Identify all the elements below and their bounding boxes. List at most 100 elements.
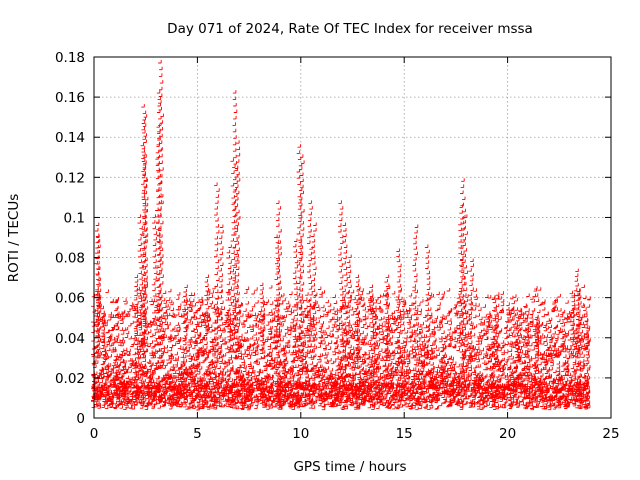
roti-peak-column <box>346 254 353 359</box>
roti-point <box>203 274 210 359</box>
x-tick-label: 10 <box>292 426 309 442</box>
roti-peak-column <box>142 154 149 359</box>
roti-point <box>234 140 241 359</box>
roti-point <box>296 144 303 359</box>
roti-peak-column <box>412 224 419 359</box>
roti-point <box>275 200 282 359</box>
x-tick-label: 25 <box>602 426 619 442</box>
roti-peak-column <box>524 304 530 359</box>
roti-point <box>460 178 466 359</box>
roti-point <box>354 274 360 359</box>
roti-point <box>524 304 530 359</box>
x-tick-label: 15 <box>396 426 413 442</box>
roti-point <box>292 238 299 359</box>
roti-peak-column <box>203 274 210 359</box>
roti-peak-column <box>384 274 390 359</box>
roti-peak-column <box>151 214 158 359</box>
roti-point <box>151 214 158 359</box>
roti-point <box>259 282 265 359</box>
roti-peak-column <box>396 248 402 359</box>
roti-point <box>298 154 305 359</box>
roti-peak-column <box>513 314 520 359</box>
roti-peak-column <box>458 204 464 359</box>
roti-point <box>226 244 233 359</box>
roti-peak-column <box>311 222 317 359</box>
roti-point <box>133 274 139 359</box>
y-tick-label: 0.02 <box>55 371 85 387</box>
roti-peak-column <box>292 238 299 359</box>
roti-peak-column <box>296 144 303 359</box>
roti-peak-column <box>584 318 590 359</box>
roti-peak-column <box>298 154 305 359</box>
roti-point <box>396 248 402 359</box>
y-tick-label: 0.18 <box>55 50 85 66</box>
roti-point <box>100 314 106 359</box>
roti-peak-column <box>137 214 144 359</box>
roti-point <box>137 214 144 359</box>
roti-point <box>158 60 164 359</box>
roti-peak-column <box>460 178 466 359</box>
roti-point <box>569 290 576 359</box>
roti-point <box>468 258 474 359</box>
roti-peak-column <box>342 222 348 359</box>
roti-peak-column <box>133 274 139 359</box>
roti-baseline-cloud <box>91 284 591 411</box>
roti-point <box>462 214 468 359</box>
chart-title: Day 071 of 2024, Rate Of TEC Index for r… <box>167 21 533 37</box>
x-tick-label: 5 <box>193 426 202 442</box>
y-tick-label: 0 <box>76 411 85 427</box>
roti-point <box>232 90 239 359</box>
roti-peak-column <box>158 60 164 359</box>
points-layer <box>91 60 591 411</box>
roti-peak-column <box>232 90 239 359</box>
roti-peak-column <box>275 200 282 359</box>
roti-peak-column <box>424 244 431 359</box>
roti-peak-column <box>468 258 474 359</box>
y-axis-label: ROTI / TECUs <box>6 194 22 282</box>
roti-point <box>513 314 520 359</box>
roti-point <box>346 254 353 359</box>
roti-peak-column <box>259 282 265 359</box>
x-tick-label: 0 <box>90 426 99 442</box>
roti-peak-column <box>338 200 344 359</box>
roti-point <box>182 284 189 359</box>
roti-peak-column <box>354 274 360 359</box>
roti-point <box>311 222 317 359</box>
y-tick-label: 0.08 <box>55 251 85 267</box>
roti-peak-column <box>234 140 241 359</box>
roti-point <box>142 154 149 359</box>
roti-peak-column <box>218 224 224 359</box>
roti-point <box>412 224 419 359</box>
roti-peak-column <box>230 158 237 359</box>
roti-point <box>458 204 464 359</box>
roti-point <box>424 244 431 359</box>
roti-point <box>218 224 224 359</box>
roti-peak-column <box>493 304 499 359</box>
y-tick-label: 0.12 <box>55 170 85 186</box>
y-tick-label: 0.06 <box>55 291 85 307</box>
roti-peak-column <box>307 200 313 359</box>
roti-peak-column <box>214 182 220 359</box>
roti-peak-column <box>100 314 106 359</box>
roti-peak-column <box>369 284 375 359</box>
roti-point <box>273 234 280 359</box>
roti-peak-column <box>575 288 582 359</box>
roti-peak-column <box>569 290 576 359</box>
roti-peak-column <box>462 214 468 359</box>
plot-frame <box>93 56 612 419</box>
roti-point <box>230 158 237 359</box>
roti-point <box>342 222 348 359</box>
y-tick-label: 0.16 <box>55 90 85 106</box>
roti-point <box>338 200 344 359</box>
roti-point <box>534 314 541 359</box>
y-tick-label: 0.04 <box>55 331 85 347</box>
roti-point <box>584 318 590 359</box>
roti-point <box>575 288 582 359</box>
y-tick-label: 0.1 <box>64 210 85 226</box>
x-tick-label: 20 <box>499 426 516 442</box>
roti-peak-column <box>182 284 189 359</box>
roti-point <box>307 200 313 359</box>
x-axis-label: GPS time / hours <box>293 459 406 475</box>
roti-point <box>214 182 220 359</box>
